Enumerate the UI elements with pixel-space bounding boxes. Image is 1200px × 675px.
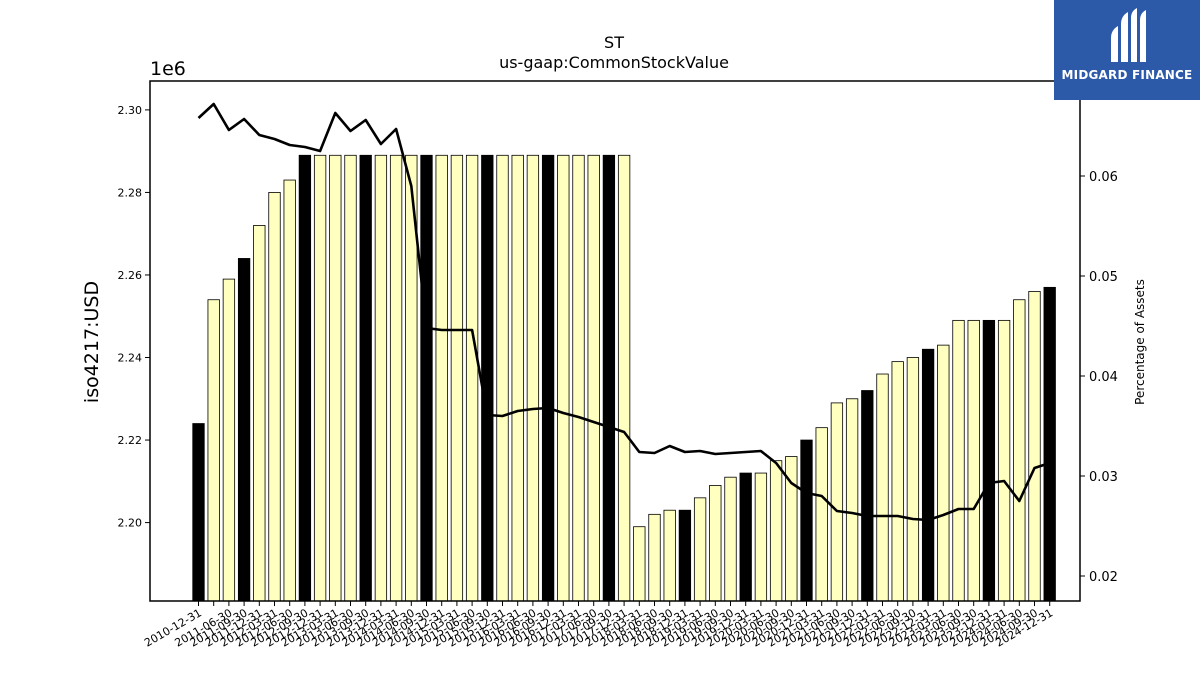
midgard-logo-icon [1111, 8, 1146, 62]
bar [891, 361, 904, 602]
bar [800, 439, 813, 602]
bar [268, 192, 281, 602]
bar [997, 319, 1011, 602]
bar [450, 154, 464, 602]
bar-series [192, 154, 1056, 602]
bar [739, 472, 752, 602]
line-series [197, 102, 1051, 522]
y2-tick-label: 0.03 [1089, 470, 1118, 485]
bar [617, 154, 631, 602]
bar [693, 497, 707, 602]
bar [329, 154, 342, 602]
bar [982, 319, 996, 602]
y-axis-offset-label: 1e6 [150, 58, 186, 80]
bar [374, 154, 388, 602]
bar [420, 154, 433, 602]
bar [587, 154, 600, 602]
bar [313, 154, 327, 602]
bar [648, 513, 661, 602]
bar [845, 398, 859, 602]
bar [496, 154, 509, 602]
bar [633, 526, 646, 602]
bar [465, 154, 479, 602]
bar [876, 373, 889, 602]
y-tick-label: 2.26 [118, 269, 143, 282]
bar [861, 390, 874, 602]
bar [769, 460, 783, 602]
y-tick-label: 2.28 [118, 186, 143, 199]
bar [572, 154, 585, 602]
chart-subtitle: us-gaap:CommonStockValue [499, 53, 729, 72]
bar [754, 472, 768, 602]
bar [283, 179, 296, 602]
bar [1043, 286, 1056, 602]
bar [724, 476, 737, 602]
bar [921, 348, 935, 602]
bar [344, 154, 357, 602]
logo-text: MIDGARD FINANCE [1061, 68, 1193, 82]
bar [1013, 299, 1026, 602]
y2-axis-label: Percentage of Assets [1133, 279, 1147, 405]
bar [192, 423, 205, 602]
bar [602, 154, 616, 602]
bar [253, 225, 266, 602]
bar [1028, 291, 1041, 602]
axes: 2.20 2.22 2.24 2.26 2.28 2.30 0.02 0.03 0.04 0.05… [118, 104, 1118, 650]
bar [511, 154, 524, 602]
bar [207, 299, 220, 602]
chart-title: ST [604, 33, 624, 52]
bar [967, 319, 980, 602]
percentage-line [197, 102, 1051, 522]
bar [435, 154, 448, 602]
bar [481, 154, 494, 602]
y2-tick-label: 0.02 [1089, 570, 1118, 585]
bar [830, 402, 844, 602]
plot-frame [149, 80, 1081, 602]
bar [237, 258, 251, 602]
bar [298, 154, 312, 602]
bar [359, 154, 372, 602]
y2-tick-label: 0.04 [1089, 370, 1118, 385]
bar [557, 154, 570, 602]
y-tick-label: 2.22 [118, 434, 143, 447]
bar [222, 278, 236, 602]
y-tick-label: 2.24 [118, 352, 143, 365]
bar [906, 357, 920, 602]
bar [709, 485, 722, 602]
y-tick-label: 2.20 [118, 517, 143, 530]
bar [663, 509, 676, 602]
y2-tick-label: 0.06 [1089, 170, 1118, 185]
bar [678, 509, 692, 602]
bar [815, 427, 828, 602]
bar [937, 344, 950, 602]
y2-tick-label: 0.05 [1089, 270, 1118, 285]
bar [526, 154, 540, 602]
brand-logo: MIDGARD FINANCE [1054, 0, 1200, 100]
bar [952, 319, 965, 602]
y-axis-label: iso4217:USD [81, 281, 103, 403]
y-tick-label: 2.30 [118, 104, 143, 117]
bar [389, 154, 403, 602]
bar [541, 154, 555, 602]
